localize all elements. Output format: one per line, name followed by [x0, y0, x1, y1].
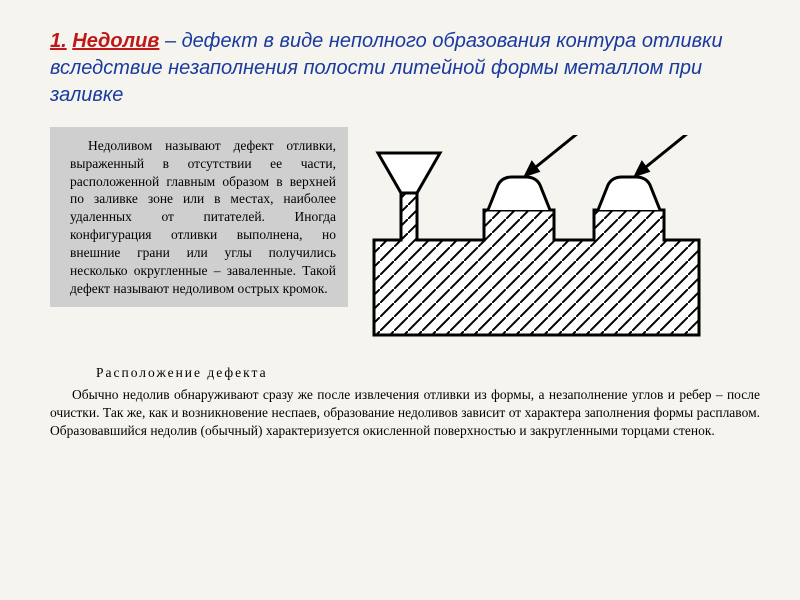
definition-box: Недоливом называют дефект отливки, выраж…: [50, 127, 348, 307]
funnel: [378, 153, 440, 193]
heading: 1. Недолив – дефект в виде неполного обр…: [50, 28, 760, 109]
definition-text: Недоливом называют дефект отливки, выраж…: [70, 137, 336, 297]
location-block: Расположение дефекта Обычно недолив обна…: [50, 364, 760, 440]
protrusion-left: [488, 177, 550, 210]
protrusion-right: [598, 177, 660, 210]
heading-number: 1.: [50, 30, 67, 52]
location-subheading: Расположение дефекта: [96, 364, 760, 382]
diagram-svg: [366, 135, 711, 345]
mold-body: [374, 193, 699, 335]
arrow-left: [526, 135, 578, 175]
location-body: Обычно недолив обнаруживают сразу же пос…: [50, 386, 760, 440]
heading-term: Недолив: [72, 30, 159, 52]
casting-diagram: [366, 127, 760, 350]
arrow-right: [636, 135, 688, 175]
